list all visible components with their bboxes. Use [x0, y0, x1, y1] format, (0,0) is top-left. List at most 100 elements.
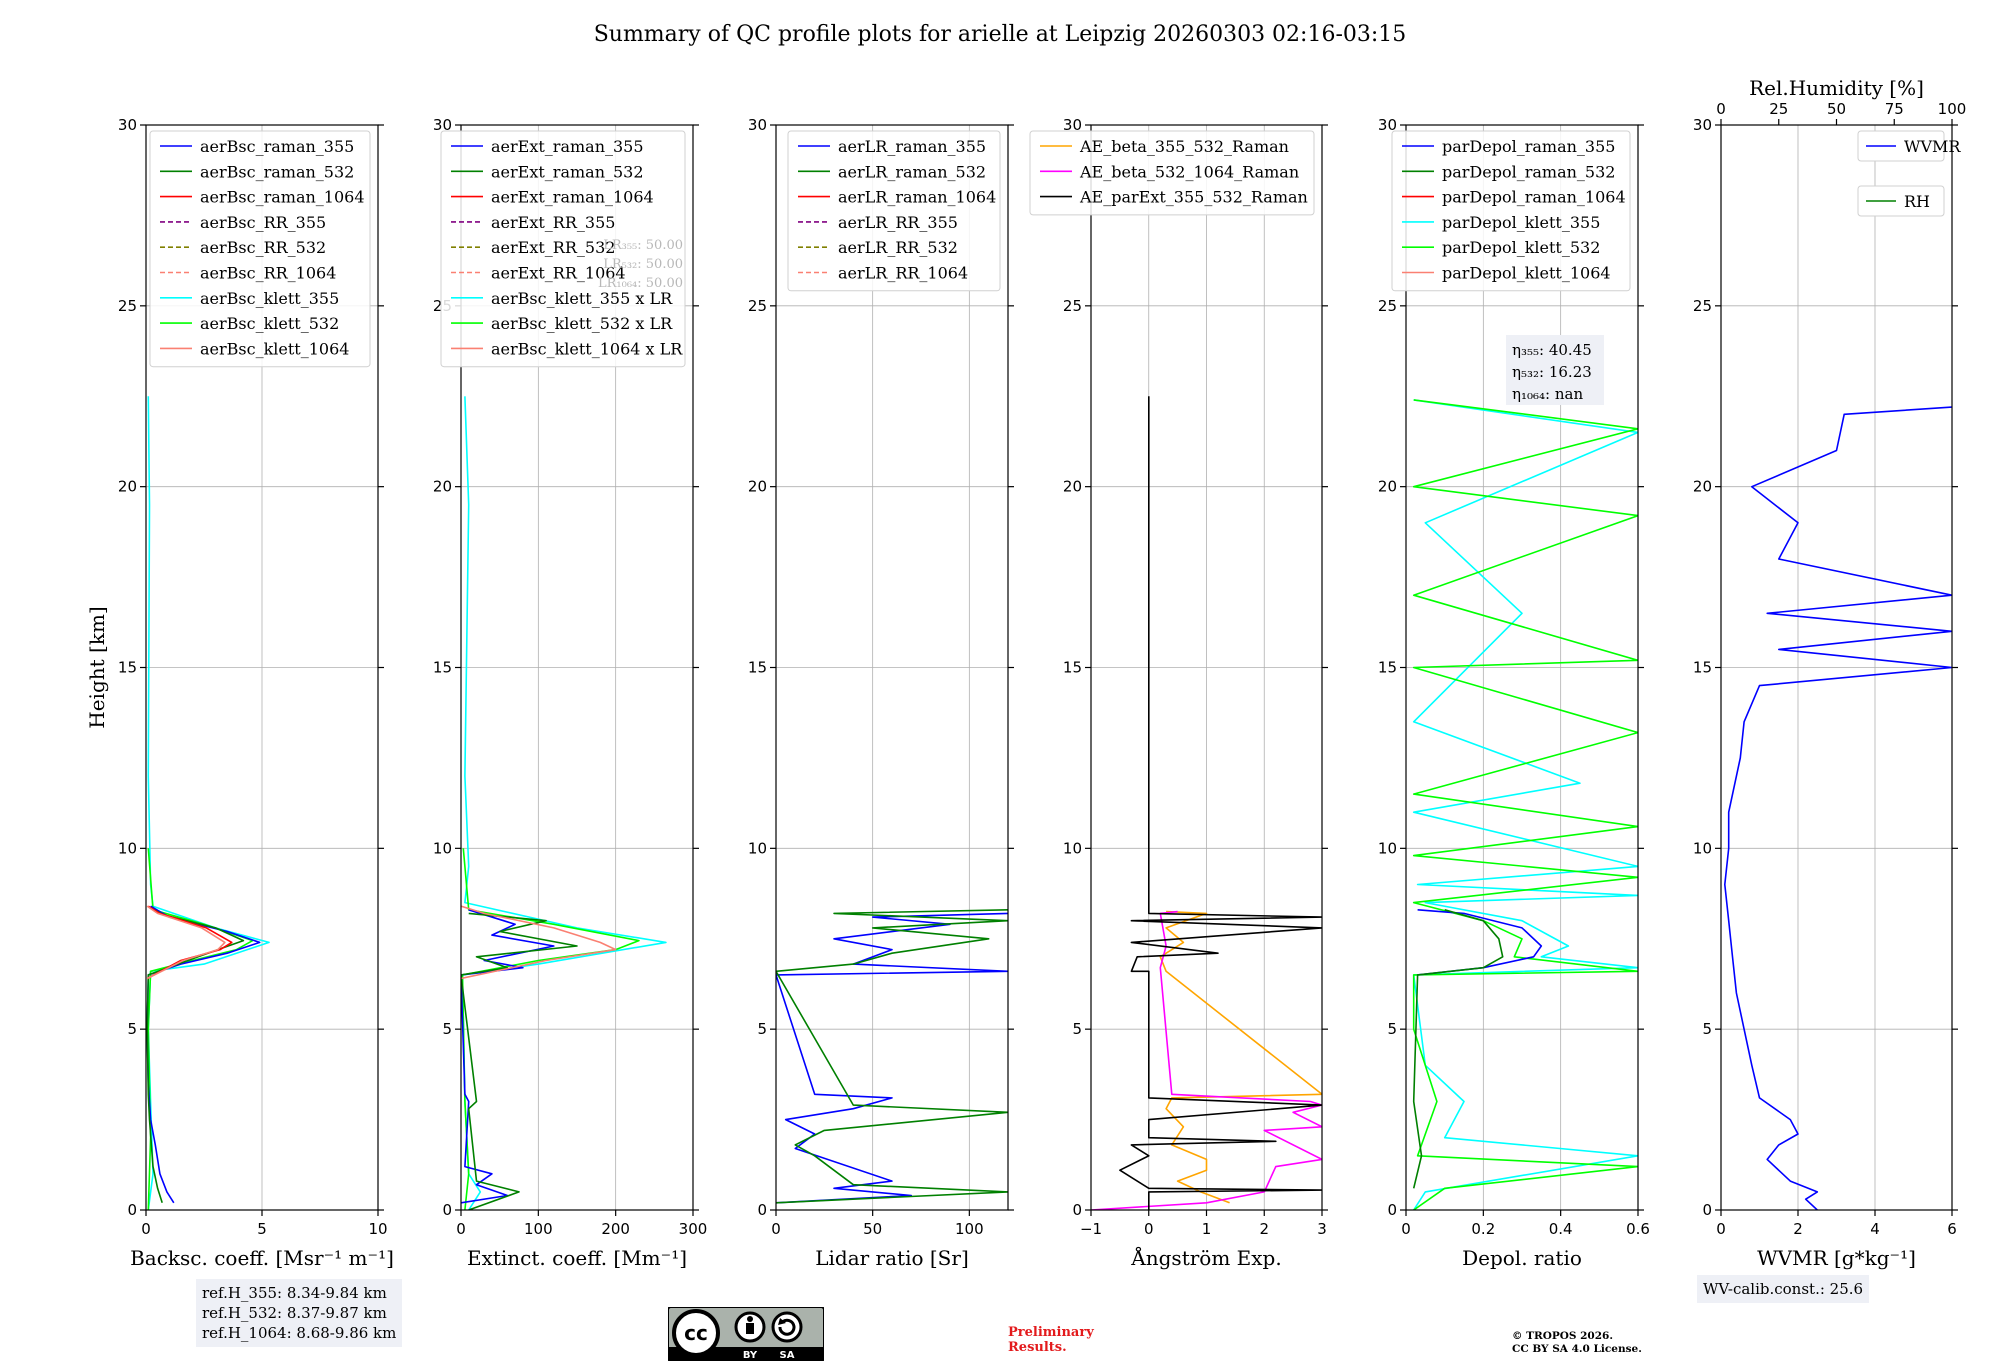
y-tick-label: 0	[1387, 1201, 1397, 1219]
ref-height-box: ref.H_355: 8.34-9.84 km ref.H_532: 8.37-…	[196, 1279, 403, 1347]
x-tick-label: 0	[141, 1220, 151, 1238]
secondary-x-tick-label: 100	[1938, 100, 1967, 118]
legend-label: AE_beta_355_532_Raman	[1079, 137, 1289, 156]
legend-label: aerBsc_klett_1064	[200, 339, 349, 358]
legend-label: parDepol_raman_355	[1442, 137, 1615, 156]
x-axis-label: WVMR [g*kg⁻¹]	[1757, 1246, 1916, 1270]
legend-label: aerLR_RR_1064	[838, 264, 968, 283]
series-line-aerBsc_raman_1064	[146, 905, 233, 980]
svg-text:cc: cc	[684, 1321, 708, 1345]
panel-lidar_ratio: 0 5 10 15 20 25 30 0 50 100 Lidar ratio [Sr] aerLR_…	[748, 116, 1014, 1270]
x-tick-label: 3	[1317, 1220, 1327, 1238]
y-tick-label: 30	[118, 116, 137, 134]
legend-label: aerBsc_klett_1064 x LR	[491, 339, 683, 358]
wv-calib-box: WV-calib.const.: 25.6	[1697, 1275, 1870, 1303]
cc-sa-label: SA	[780, 1350, 795, 1361]
legend-box	[440, 130, 686, 368]
x-axis-label: Ångström Exp.	[1130, 1245, 1281, 1270]
series-group	[1724, 406, 1952, 1210]
ref-height-1064: ref.H_1064: 8.68-9.86 km	[202, 1324, 397, 1342]
x-tick-label: 0	[771, 1220, 781, 1238]
copyright-note: © TROPOS 2026. CC BY SA 4.0 License.	[1512, 1330, 1642, 1356]
x-tick-label: 0	[1716, 1220, 1726, 1238]
series-line-aerLR_raman_532	[776, 909, 1008, 1204]
legend-label: parDepol_raman_1064	[1442, 188, 1626, 207]
legend-label: aerBsc_klett_355	[200, 289, 339, 308]
series-line-aerBsc_klett_1064	[146, 905, 226, 980]
legend-label: aerBsc_klett_355 x LR	[491, 289, 673, 308]
y-tick-label: 10	[1378, 839, 1397, 857]
legend-label: aerExt_RR_355	[491, 213, 615, 232]
preliminary-note: Preliminary Results.	[1008, 1325, 1094, 1355]
y-tick-label: 0	[127, 1201, 137, 1219]
y-tick-label: 20	[433, 478, 452, 496]
series-line-parDepol_klett_355	[1412, 399, 1638, 1210]
y-axis-label: Height [km]	[85, 606, 109, 728]
legend-label: aerLR_raman_355	[838, 137, 986, 156]
y-tick-label: 0	[757, 1201, 767, 1219]
legend-label: aerLR_RR_532	[838, 238, 958, 257]
y-tick-label: 20	[118, 478, 137, 496]
series-line-aerBsc_klett_355 x LR	[461, 396, 667, 1210]
y-tick-label: 30	[1693, 116, 1712, 134]
y-tick-label: 25	[1693, 297, 1712, 315]
copyright-line-2: CC BY SA 4.0 License.	[1512, 1343, 1642, 1355]
lidar-ratio-label: LR₁₀₆₄: 50.00	[598, 276, 683, 291]
eta-label: η₃₅₅: 40.45	[1512, 341, 1592, 359]
lidar-ratio-label: LR₅₃₂: 50.00	[603, 257, 683, 272]
x-tick-label: 200	[601, 1220, 630, 1238]
x-tick-label: 300	[679, 1220, 708, 1238]
legend-label: aerLR_RR_355	[838, 213, 958, 232]
y-tick-label: 10	[118, 839, 137, 857]
legend-label: aerBsc_raman_1064	[200, 188, 365, 207]
panel-depol: 0 5 10 15 20 25 30 0 0.2 0.4 0.6 Depol. ratio parDep…	[1378, 116, 1650, 1270]
legend-label: WVMR	[1904, 137, 1961, 156]
series-line-aerExt_raman_532	[461, 912, 578, 1210]
y-tick-label: 0	[1702, 1201, 1712, 1219]
series-group	[146, 396, 270, 1210]
legend-box	[149, 130, 371, 368]
x-tick-label: 4	[1870, 1220, 1880, 1238]
x-tick-label: 10	[368, 1220, 387, 1238]
series-group	[1412, 399, 1638, 1210]
x-tick-label: 6	[1947, 1220, 1957, 1238]
y-tick-label: 15	[118, 659, 137, 677]
y-tick-label: 25	[118, 297, 137, 315]
series-line-parDepol_klett_532	[1412, 399, 1638, 1210]
series-group	[1091, 396, 1322, 1210]
cc-by-label: BY	[743, 1350, 758, 1361]
legend-label: parDepol_klett_1064	[1442, 264, 1611, 283]
preliminary-line-1: Preliminary	[1008, 1325, 1094, 1340]
y-tick-label: 10	[1063, 839, 1082, 857]
x-tick-label: 2	[1259, 1220, 1269, 1238]
y-tick-label: 20	[1378, 478, 1397, 496]
x-axis-label: Extinct. coeff. [Mm⁻¹]	[467, 1246, 687, 1270]
legend-box	[1857, 130, 1945, 162]
legend-label: parDepol_klett_532	[1442, 238, 1600, 257]
y-tick-label: 20	[1063, 478, 1082, 496]
y-tick-label: 20	[1693, 478, 1712, 496]
series-group	[461, 396, 667, 1210]
legend-label: aerExt_raman_1064	[491, 188, 654, 207]
legend-label: aerExt_raman_355	[491, 137, 644, 156]
y-tick-label: 5	[1702, 1020, 1712, 1038]
y-tick-label: 5	[757, 1020, 767, 1038]
ref-height-532: ref.H_532: 8.37-9.87 km	[202, 1304, 387, 1322]
y-tick-label: 10	[433, 839, 452, 857]
copyright-line-1: © TROPOS 2026.	[1512, 1330, 1614, 1342]
y-tick-label: 5	[127, 1020, 137, 1038]
preliminary-line-2: Results.	[1008, 1340, 1067, 1355]
y-tick-label: 5	[442, 1020, 452, 1038]
series-line-aerBsc_klett_532	[147, 848, 254, 1210]
legend-label: parDepol_raman_532	[1442, 162, 1615, 181]
legend-label: RH	[1904, 192, 1930, 211]
x-tick-label: 100	[955, 1220, 984, 1238]
legend-label: aerBsc_raman_532	[200, 162, 354, 181]
x-tick-label: 0	[1144, 1220, 1154, 1238]
legend-label: aerBsc_raman_355	[200, 137, 354, 156]
cc-license-badge: cc BY SA	[668, 1307, 824, 1361]
series-group	[776, 909, 1008, 1204]
panel-backscatter: 0 5 10 15 20 25 30 0 5 10 Backsc. coeff. [Msr⁻¹ m⁻…	[118, 116, 394, 1270]
